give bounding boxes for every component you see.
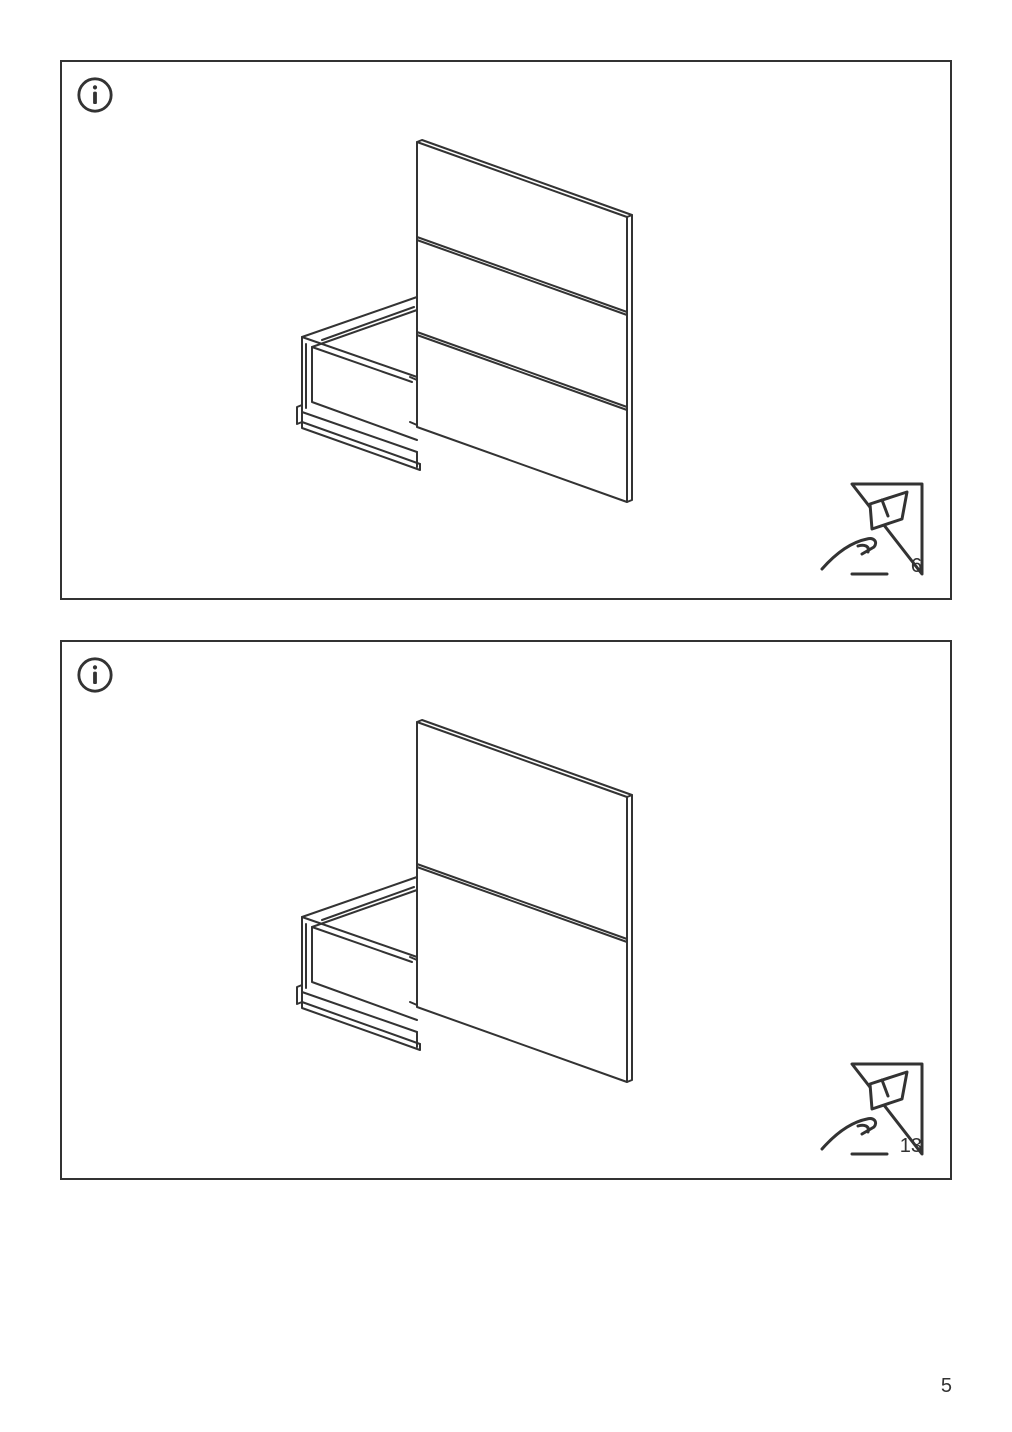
instruction-panel: 6: [60, 60, 952, 600]
instruction-panel: 13: [60, 640, 952, 1180]
info-icon: [76, 76, 114, 114]
see-page-icon: 6: [812, 474, 932, 584]
drawer-diagram-3row: [242, 122, 742, 552]
instruction-page: 6: [0, 0, 1012, 1432]
info-icon: [76, 656, 114, 694]
drawer-diagram-2row: [242, 702, 742, 1132]
reference-page-number: 6: [911, 555, 922, 578]
reference-page-number: 13: [900, 1135, 922, 1158]
page-number: 5: [941, 1375, 952, 1398]
see-page-icon: 13: [812, 1054, 932, 1164]
